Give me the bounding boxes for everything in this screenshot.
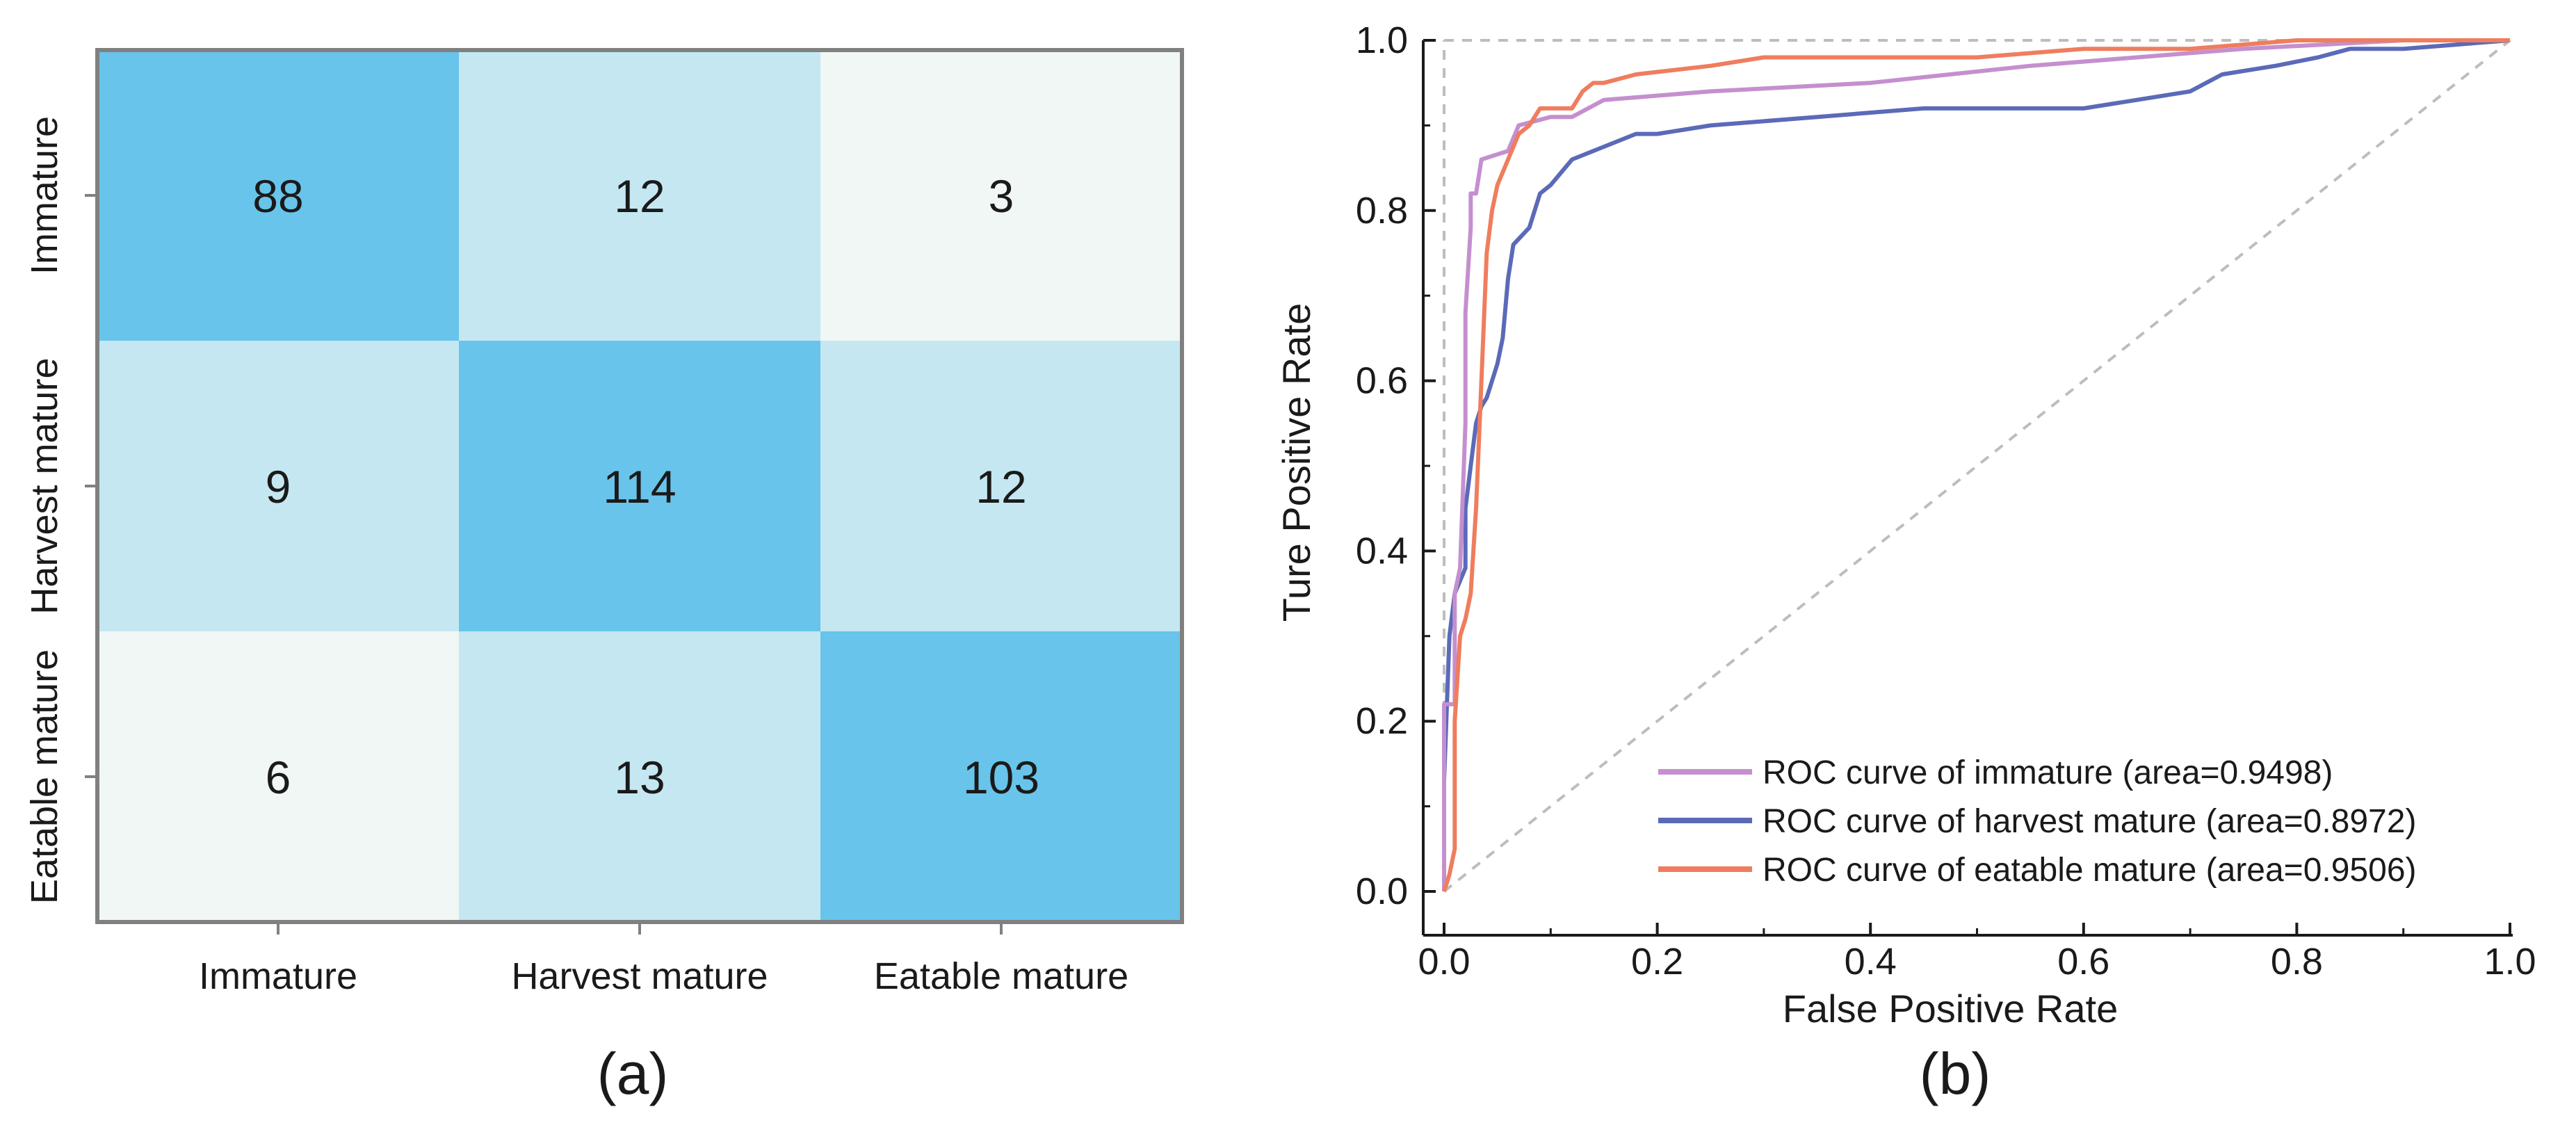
cell-immature-eatable-mature	[820, 50, 1182, 341]
cell-value-harvest-mature-immature: 9	[266, 461, 291, 512]
y-tick-label-0.8: 0.8	[1356, 190, 1408, 232]
y-tick-label-0.0: 0.0	[1356, 871, 1408, 912]
y-tick-label-0.2: 0.2	[1356, 700, 1408, 742]
x-tick-label-harvest-mature: Harvest mature	[511, 955, 768, 997]
y-tick-label-eatable-mature: Eatable mature	[24, 649, 65, 904]
panel-label-a: (a)	[597, 1041, 669, 1106]
cell-value-harvest-mature-harvest-mature: 114	[603, 461, 676, 512]
cell-value-immature-eatable-mature: 3	[989, 170, 1014, 222]
x-axis-title: False Positive Rate	[1783, 987, 2118, 1030]
y-tick-label-0.4: 0.4	[1356, 530, 1408, 572]
cell-immature-immature	[97, 50, 459, 341]
series-line-roc-curve-of-harvest-mature	[1442, 38, 2511, 891]
y-tick-label-harvest-mature: Harvest mature	[24, 357, 65, 614]
cell-immature-harvest-mature	[459, 50, 820, 341]
series-line-roc-curve-of-eatable-mature	[1442, 38, 2510, 892]
x-tick-label-0.2: 0.2	[1631, 941, 1683, 983]
cell-value-eatable-mature-harvest-mature: 13	[614, 752, 665, 803]
cell-harvest-mature-eatable-mature	[820, 341, 1182, 631]
roc-chart: 0.0 0.2 0.4 0.6 0.8 1.0 0.0 0.2 0.4 0.6 0.8 1.0 ROC …	[1356, 19, 2536, 983]
legend-label-1: ROC curve of immature (area=0.9498)	[1763, 754, 2333, 791]
cell-value-eatable-mature-immature: 6	[266, 752, 291, 803]
y-axis-title: Ture Positive Rate	[1274, 303, 1318, 622]
cell-value-eatable-mature-eatable-mature: 103	[963, 752, 1039, 803]
cell-value-harvest-mature-eatable-mature: 12	[975, 461, 1026, 512]
x-tick-label-0.0: 0.0	[1418, 941, 1470, 983]
cell-harvest-mature-immature	[97, 341, 459, 631]
cell-eatable-mature-immature	[97, 631, 459, 922]
x-tick-label-0.4: 0.4	[1845, 941, 1897, 983]
series-line-roc-curve-of-immature	[1442, 38, 2510, 891]
panel-label-b: (b)	[1920, 1041, 1991, 1106]
x-tick-label-eatable-mature: Eatable mature	[874, 955, 1128, 997]
x-tick-label-immature: Immature	[199, 955, 357, 997]
legend-label-2: ROC curve of harvest mature (area=0.8972…	[1763, 803, 2416, 840]
confusion-matrix: 88 12 3 9 114 12 6 13 103 Immature Harvest mature E…	[24, 48, 1184, 997]
cell-harvest-mature-harvest-mature	[459, 341, 820, 631]
y-tick-label-1.0: 1.0	[1356, 19, 1408, 61]
y-tick-label-0.6: 0.6	[1356, 360, 1408, 402]
x-tick-label-0.8: 0.8	[2271, 941, 2323, 983]
x-tick-label-1.0: 1.0	[2484, 941, 2536, 983]
cell-eatable-mature-eatable-mature	[820, 631, 1182, 922]
legend-label-3: ROC curve of eatable mature (area=0.9506…	[1763, 852, 2417, 889]
x-tick-label-0.6: 0.6	[2057, 941, 2109, 983]
cell-value-immature-immature: 88	[252, 170, 303, 222]
cell-eatable-mature-harvest-mature	[459, 631, 820, 922]
y-tick-label-immature: Immature	[24, 116, 65, 275]
cell-value-immature-harvest-mature: 12	[614, 170, 665, 222]
